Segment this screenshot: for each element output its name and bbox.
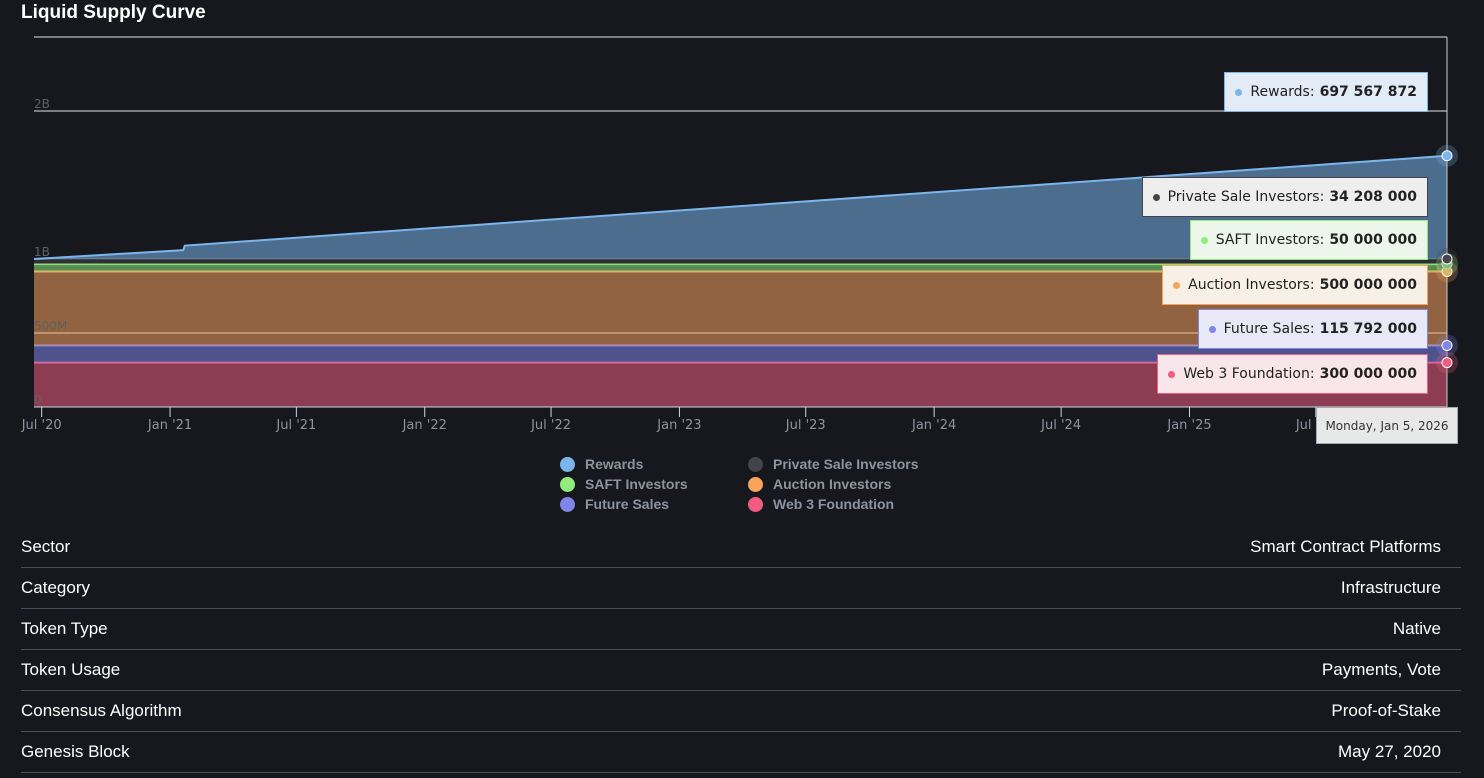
legend-symbol [560, 456, 575, 472]
info-value: Proof-of-Stake [1331, 701, 1441, 720]
line-rewards [33, 154, 1448, 260]
tooltip-rewards: Rewards:697 567 872 [1224, 72, 1428, 112]
info-row: Category Infrastructure [21, 568, 1461, 609]
tooltip-web-3-foundation: Web 3 Foundation:300 000 000 [1157, 354, 1428, 394]
info-label: Token Usage [21, 660, 121, 679]
info-row: Sector Smart Contract Platforms [21, 527, 1461, 568]
x-tick-label: Jan '21 [147, 418, 192, 433]
area-private-sale-investors [34, 259, 1447, 265]
legend-symbol [748, 476, 763, 492]
x-tick-label: Jul '20 [21, 418, 62, 433]
legend-item-web-3-foundation[interactable]: Web 3 Foundation [748, 496, 948, 512]
info-label: Genesis Block [21, 742, 130, 761]
tooltip-value: 300 000 000 [1319, 366, 1417, 382]
y-tick-label: 2B [34, 97, 50, 111]
tooltip-date: Monday, Jan 5, 2026 [1316, 407, 1458, 444]
tooltip-series-name: Private Sale Investors [1167, 189, 1320, 205]
legend-item-private-sale-investors[interactable]: Private Sale Investors [748, 456, 948, 472]
area-future-sales [34, 345, 1447, 363]
tooltip-colon: : [1309, 84, 1315, 100]
tooltip-colon: : [1319, 189, 1325, 205]
area-saft-investors [34, 264, 1447, 272]
tooltip-series-name: Future Sales [1223, 321, 1310, 337]
tooltip-colon: : [1319, 232, 1325, 248]
tooltip-value: 697 567 872 [1319, 84, 1417, 100]
tooltip-value: 34 208 000 [1329, 189, 1417, 205]
tooltip-series-name: Web 3 Foundation [1183, 366, 1310, 382]
x-tick-label: Jul '24 [1040, 418, 1081, 433]
legend-label: SAFT Investors [585, 476, 688, 492]
legend-symbol [560, 476, 575, 492]
info-label: Consensus Algorithm [21, 701, 182, 720]
area-auction-investors [34, 271, 1447, 346]
tooltip-dot [1152, 193, 1160, 201]
marker-future-sales [1441, 339, 1453, 351]
legend-item-auction-investors[interactable]: Auction Investors [748, 476, 948, 492]
x-tick-label: Jul '21 [275, 418, 316, 433]
legend-symbol [560, 496, 575, 512]
tooltip-saft-investors: SAFT Investors:50 000 000 [1189, 220, 1428, 260]
tooltip-colon: : [1309, 277, 1315, 293]
tooltip-auction-investors: Auction Investors:500 000 000 [1162, 265, 1428, 305]
tooltip-dot [1208, 325, 1216, 333]
legend-item-rewards[interactable]: Rewards [560, 456, 748, 472]
tooltip-future-sales: Future Sales:115 792 000 [1197, 309, 1428, 349]
tooltip-colon: : [1309, 321, 1315, 337]
tooltip-dot [1200, 236, 1208, 244]
legend-label: Private Sale Investors [773, 456, 919, 472]
tooltip-colon: : [1309, 366, 1315, 382]
tooltip-series-name: SAFT Investors [1215, 232, 1320, 248]
info-row: Genesis Block May 27, 2020 [21, 732, 1461, 773]
y-tick-label: 1B [34, 245, 50, 259]
marker-web-3-foundation [1441, 357, 1453, 369]
legend-item-saft-investors[interactable]: SAFT Investors [560, 476, 748, 492]
info-table: Sector Smart Contract Platforms Category In… [21, 527, 1461, 773]
legend-item-future-sales[interactable]: Future Sales [560, 496, 748, 512]
info-row: Consensus Algorithm Proof-of-Stake [21, 691, 1461, 732]
area-web-3-foundation [34, 362, 1447, 407]
x-tick-label: Jan '24 [911, 418, 956, 433]
tooltip-series-name: Auction Investors [1188, 277, 1310, 293]
x-tick-label: Jan '22 [402, 418, 447, 433]
info-value: Payments, Vote [1321, 660, 1441, 679]
info-row: Token Usage Payments, Vote [21, 650, 1461, 691]
x-tick-label: Jan '23 [656, 418, 701, 433]
x-tick-label: Jul '22 [530, 418, 571, 433]
info-value: Infrastructure [1340, 578, 1441, 597]
legend-label: Rewards [585, 456, 644, 472]
legend-symbol [748, 496, 763, 512]
info-label: Category [21, 578, 90, 597]
x-tick-label: Jul '23 [785, 418, 826, 433]
info-row: Token Type Native [21, 609, 1461, 650]
tooltip-value: 500 000 000 [1319, 277, 1417, 293]
y-tick-label: 0 [34, 393, 42, 407]
tooltip-dot [1235, 88, 1243, 96]
tooltip-value: 50 000 000 [1329, 232, 1417, 248]
supply-chart: 0 500M 1B 2B Jul '20 Jan '21 Jul '21 Jan '22 Jul… [21, 36, 1458, 433]
x-tick-label: Jan '25 [1166, 418, 1211, 433]
chart-legend: Rewards Private Sale Investors SAFT Invest… [560, 456, 948, 512]
tooltip-dot [1173, 281, 1181, 289]
tooltip-value: 115 792 000 [1319, 321, 1417, 337]
legend-label: Web 3 Foundation [773, 496, 895, 512]
marker-rewards [1441, 150, 1453, 162]
info-value: May 27, 2020 [1337, 742, 1441, 761]
info-label: Token Type [21, 619, 108, 638]
info-value: Native [1392, 619, 1441, 638]
tooltip-dot [1168, 370, 1176, 378]
info-label: Sector [21, 537, 71, 556]
y-tick-label: 500M [34, 319, 67, 333]
legend-symbol [748, 456, 763, 472]
tooltip-series-name: Rewards [1250, 84, 1310, 100]
tooltip-private-sale-investors: Private Sale Investors:34 208 000 [1141, 177, 1428, 217]
legend-label: Future Sales [585, 496, 670, 512]
info-value: Smart Contract Platforms [1250, 537, 1441, 556]
marker-private-sale-investors [1441, 253, 1453, 265]
legend-label: Auction Investors [773, 476, 892, 492]
chart-title: Liquid Supply Curve [21, 2, 206, 23]
